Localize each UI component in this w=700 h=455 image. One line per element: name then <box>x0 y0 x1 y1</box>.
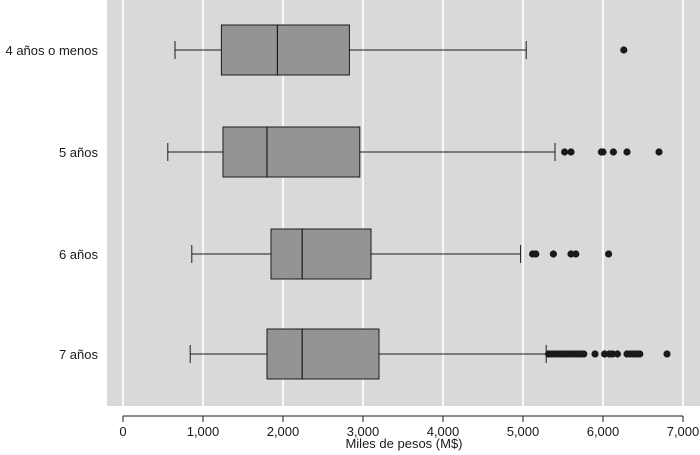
x-tick-label: 4,000 <box>427 424 460 439</box>
box-series <box>167 24 671 380</box>
outlier-point <box>567 148 575 156</box>
outlier-point <box>580 350 588 358</box>
plot-panel <box>107 0 700 406</box>
outlier-point <box>636 350 644 358</box>
box <box>270 228 372 280</box>
outlier-point <box>532 250 540 258</box>
outlier-point <box>623 148 631 156</box>
x-axis: 0 1,000 2,000 3,000 4,000 5,000 6,000 7,000 <box>119 415 700 439</box>
outlier-point <box>561 148 569 156</box>
outlier-point <box>663 350 671 358</box>
box-group <box>191 228 613 280</box>
y-tick-label: 5 años <box>59 145 99 160</box>
box-group <box>189 328 671 380</box>
x-tick-label: 6,000 <box>587 424 620 439</box>
y-tick-label: 4 años o menos <box>5 43 98 58</box>
y-tick-label: 6 años <box>59 247 99 262</box>
x-tick-label: 3,000 <box>347 424 380 439</box>
x-tick-label: 5,000 <box>507 424 540 439</box>
outlier-point <box>613 350 622 358</box>
box-group <box>174 24 628 76</box>
y-axis: 4 años o menos 5 años 6 años 7 años <box>5 43 98 362</box>
y-tick-label: 7 años <box>59 347 99 362</box>
outlier-point <box>605 250 613 258</box>
outlier-point <box>655 148 663 156</box>
outlier-point <box>591 350 599 358</box>
x-tick-label: 0 <box>119 424 126 439</box>
outlier-point <box>609 148 618 156</box>
x-tick-label: 1,000 <box>187 424 220 439</box>
outlier-point <box>572 250 580 258</box>
box <box>266 328 380 380</box>
box <box>220 24 350 76</box>
box-group <box>167 126 663 178</box>
box <box>222 126 361 178</box>
x-tick-label: 7,000 <box>667 424 700 439</box>
outlier-point <box>599 148 607 156</box>
outlier-point <box>549 250 558 258</box>
outlier-point <box>620 46 628 54</box>
x-tick-label: 2,000 <box>267 424 300 439</box>
x-axis-title: Miles de pesos (M$) <box>345 436 462 451</box>
